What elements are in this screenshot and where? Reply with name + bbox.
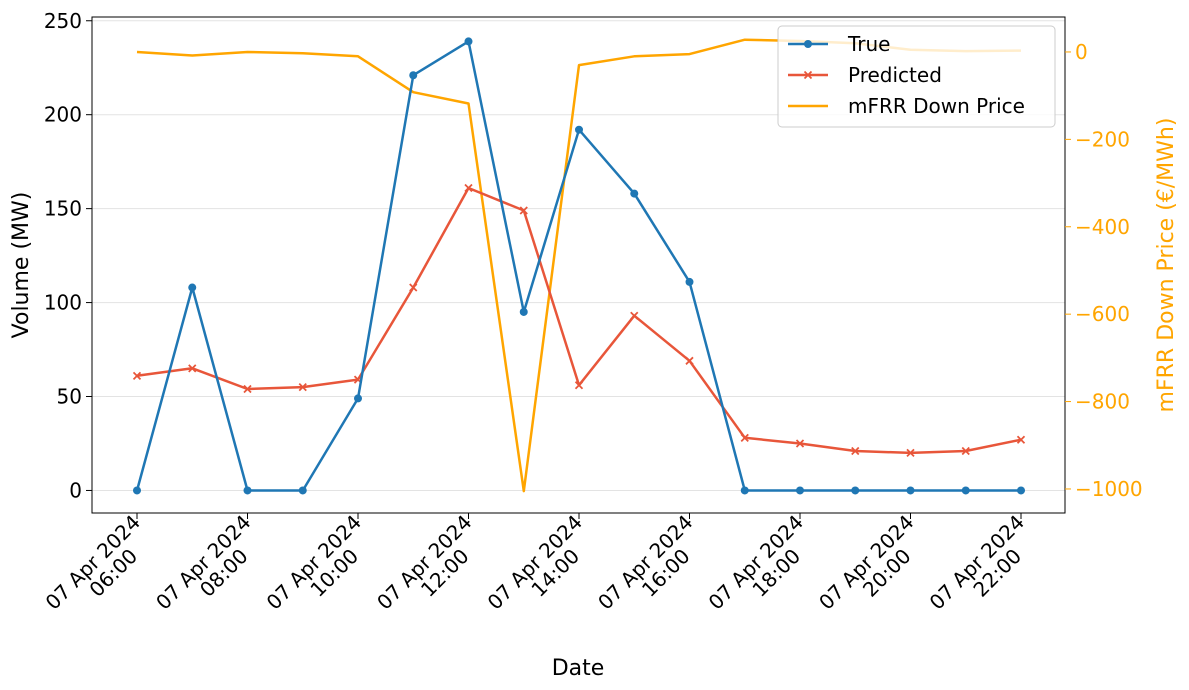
y2-tick-label: −800	[1075, 390, 1130, 414]
data-point-true	[409, 71, 418, 80]
legend-label: True	[847, 32, 890, 56]
data-point-true	[851, 486, 860, 495]
x-axis-title: Date	[552, 656, 605, 681]
data-point-true	[575, 125, 583, 134]
data-point-predicted	[519, 206, 528, 215]
data-point-true	[1017, 486, 1025, 495]
y-tick-label: 150	[44, 197, 82, 221]
data-point-true	[685, 277, 694, 286]
data-point-predicted	[1016, 435, 1026, 444]
y2-tick-label: −1000	[1075, 477, 1143, 501]
data-point-true	[133, 486, 141, 495]
legend-label: mFRR Down Price	[848, 94, 1025, 118]
y-tick-label: 0	[69, 478, 82, 502]
y2-tick-label: −200	[1075, 127, 1130, 151]
right-axis: 0 −200 −400 −600 −800 −1000	[1065, 40, 1143, 501]
y-tick-label: 100	[44, 291, 82, 315]
legend: True Predicted mFRR Down Price	[777, 25, 1056, 128]
legend-marker	[803, 70, 813, 80]
data-point-predicted	[795, 439, 805, 448]
series-line-predicted	[136, 186, 1022, 455]
data-point-true	[464, 37, 473, 46]
data-point-true	[630, 189, 639, 198]
y-axis-title: Volume (MW)	[9, 192, 34, 339]
data-point-predicted	[851, 446, 860, 456]
data-point-predicted	[132, 371, 142, 380]
data-point-predicted	[906, 448, 915, 458]
data-point-true	[519, 307, 528, 316]
legend-marker	[804, 40, 812, 48]
data-point-predicted	[630, 311, 639, 320]
data-point-predicted	[243, 384, 252, 394]
series-layer	[132, 37, 1026, 495]
y2-tick-label: −400	[1075, 215, 1130, 239]
y2-tick-label: −600	[1075, 302, 1130, 326]
data-point-predicted	[961, 446, 970, 456]
data-point-predicted	[409, 283, 418, 292]
legend-item-predicted: Predicted	[788, 63, 942, 87]
data-point-predicted	[740, 433, 749, 442]
data-point-predicted	[464, 183, 473, 193]
data-point-true	[796, 486, 804, 495]
data-point-true	[906, 486, 915, 495]
data-point-true	[354, 394, 362, 403]
data-point-predicted	[685, 356, 694, 365]
data-point-true	[243, 486, 252, 495]
legend-box	[777, 25, 1056, 128]
legend-item-mfrr-down-price: mFRR Down Price	[788, 94, 1025, 118]
legend-item-true: True	[788, 32, 890, 56]
data-point-predicted	[574, 381, 584, 390]
data-point-true	[961, 486, 970, 495]
y-tick-label: 250	[44, 9, 82, 33]
data-point-true	[740, 486, 749, 495]
y2-tick-label: 0	[1075, 40, 1088, 64]
data-point-predicted	[188, 364, 197, 373]
y2-axis-title: mFRR Down Price (€/MWh)	[1154, 118, 1179, 413]
data-point-true	[188, 283, 197, 292]
data-point-true	[298, 486, 307, 495]
data-point-predicted	[298, 382, 307, 392]
y-tick-label: 200	[44, 103, 82, 127]
legend-label: Predicted	[848, 63, 942, 87]
left-axis: 0 50 100 150 200 250	[44, 9, 92, 502]
y-tick-label: 50	[57, 385, 82, 409]
